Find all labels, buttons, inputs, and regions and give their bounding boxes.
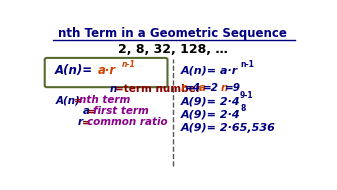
Text: common ratio: common ratio: [87, 117, 168, 127]
Text: A(9)= 2·4: A(9)= 2·4: [181, 97, 240, 107]
Text: n-1: n-1: [122, 60, 135, 69]
Text: =: =: [73, 95, 82, 105]
Text: A(n)=: A(n)=: [55, 64, 93, 77]
FancyBboxPatch shape: [45, 58, 167, 87]
Text: a·r: a·r: [98, 64, 116, 77]
Text: =2: =2: [203, 83, 219, 93]
Text: =: =: [87, 106, 96, 116]
Text: A(n): A(n): [55, 95, 80, 105]
Text: =: =: [82, 117, 91, 127]
Text: =term number: =term number: [115, 84, 201, 94]
Text: A(9)= 2·4: A(9)= 2·4: [181, 110, 240, 120]
Text: a: a: [83, 106, 90, 116]
Text: =9: =9: [225, 83, 241, 93]
Text: r: r: [78, 117, 83, 127]
Text: 9-1: 9-1: [240, 91, 254, 100]
Text: n: n: [110, 84, 117, 94]
Text: A(9)= 2·65,536: A(9)= 2·65,536: [181, 123, 275, 133]
Text: A(n)= a·r: A(n)= a·r: [181, 65, 238, 75]
Text: nth Term in a Geometric Sequence: nth Term in a Geometric Sequence: [58, 27, 287, 40]
Text: r: r: [181, 83, 186, 93]
Text: 2, 8, 32, 128, …: 2, 8, 32, 128, …: [118, 43, 228, 56]
Text: a: a: [199, 83, 206, 93]
Text: n: n: [220, 83, 227, 93]
Text: 8: 8: [240, 104, 245, 113]
Text: first term: first term: [93, 106, 148, 116]
Text: n-1: n-1: [240, 60, 254, 69]
Text: nth term: nth term: [79, 95, 130, 105]
Text: =4: =4: [185, 83, 201, 93]
